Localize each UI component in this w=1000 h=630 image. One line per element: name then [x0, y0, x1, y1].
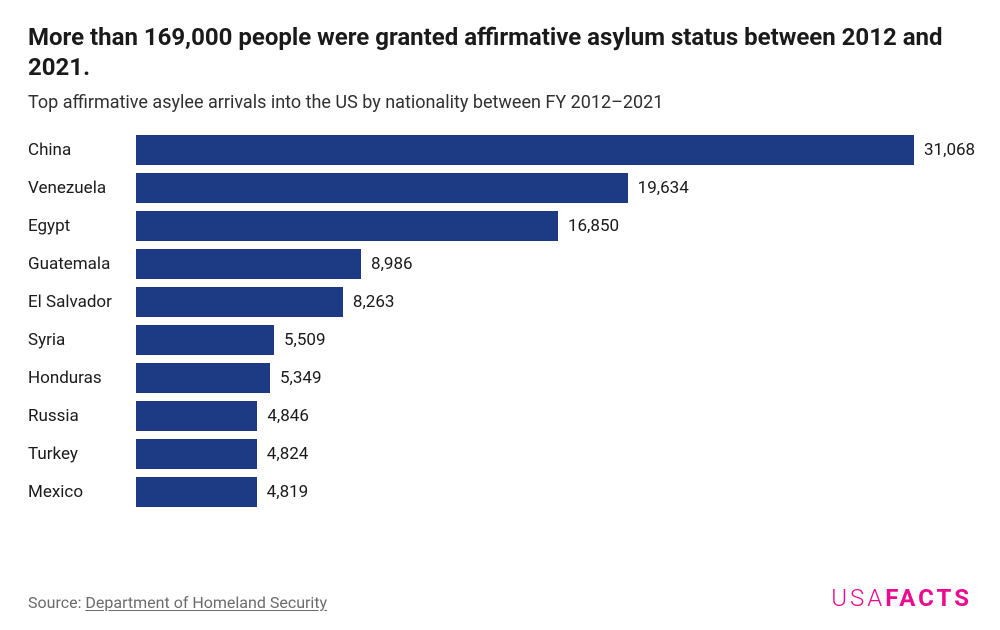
bar-wrap: 5,509	[136, 325, 972, 355]
chart-row: Syria 5,509	[28, 325, 972, 355]
source-prefix: Source:	[28, 593, 85, 612]
bar	[136, 401, 257, 431]
bar	[136, 249, 361, 279]
value-label: 4,846	[267, 406, 309, 426]
category-label: Egypt	[28, 216, 136, 236]
bar-wrap: 8,263	[136, 287, 972, 317]
logo: USAFACTS	[831, 584, 972, 612]
bar	[136, 211, 558, 241]
chart-row: Russia 4,846	[28, 401, 972, 431]
chart-row: Honduras 5,349	[28, 363, 972, 393]
chart-row: El Salvador 8,263	[28, 287, 972, 317]
chart-title: More than 169,000 people were granted af…	[28, 22, 972, 82]
value-label: 4,824	[267, 444, 309, 464]
category-label: Mexico	[28, 482, 136, 502]
value-label: 19,634	[638, 178, 689, 198]
chart-row: Guatemala 8,986	[28, 249, 972, 279]
category-label: Russia	[28, 406, 136, 426]
bar	[136, 135, 914, 165]
chart-row: China 31,068	[28, 135, 972, 165]
value-label: 5,509	[284, 330, 326, 350]
category-label: Honduras	[28, 368, 136, 388]
value-label: 4,819	[267, 482, 309, 502]
footer: Source: Department of Homeland Security …	[28, 584, 972, 612]
bar-wrap: 4,824	[136, 439, 972, 469]
bar-wrap: 4,819	[136, 477, 972, 507]
category-label: Guatemala	[28, 254, 136, 274]
logo-facts: FACTS	[885, 584, 972, 612]
bar-wrap: 16,850	[136, 211, 972, 241]
value-label: 16,850	[568, 216, 619, 236]
value-label: 5,349	[280, 368, 322, 388]
chart-row: Egypt 16,850	[28, 211, 972, 241]
value-label: 31,068	[924, 140, 975, 160]
bar	[136, 173, 628, 203]
bar	[136, 363, 270, 393]
category-label: El Salvador	[28, 292, 136, 312]
logo-usa: USA	[831, 584, 885, 612]
source-text: Source: Department of Homeland Security	[28, 593, 327, 612]
bar-chart: China 31,068 Venezuela 19,634 Egypt 16,850 Gua…	[28, 135, 972, 507]
category-label: China	[28, 140, 136, 160]
category-label: Venezuela	[28, 178, 136, 198]
bar-wrap: 5,349	[136, 363, 972, 393]
bar	[136, 287, 343, 317]
bar	[136, 477, 257, 507]
bar-wrap: 4,846	[136, 401, 972, 431]
chart-row: Venezuela 19,634	[28, 173, 972, 203]
bar	[136, 325, 274, 355]
chart-subtitle: Top affirmative asylee arrivals into the…	[28, 92, 972, 113]
value-label: 8,986	[371, 254, 413, 274]
category-label: Syria	[28, 330, 136, 350]
bar	[136, 439, 257, 469]
bar-wrap: 31,068	[136, 135, 975, 165]
source-link[interactable]: Department of Homeland Security	[85, 593, 327, 612]
bar-wrap: 8,986	[136, 249, 972, 279]
value-label: 8,263	[353, 292, 395, 312]
category-label: Turkey	[28, 444, 136, 464]
bar-wrap: 19,634	[136, 173, 972, 203]
chart-row: Mexico 4,819	[28, 477, 972, 507]
chart-row: Turkey 4,824	[28, 439, 972, 469]
